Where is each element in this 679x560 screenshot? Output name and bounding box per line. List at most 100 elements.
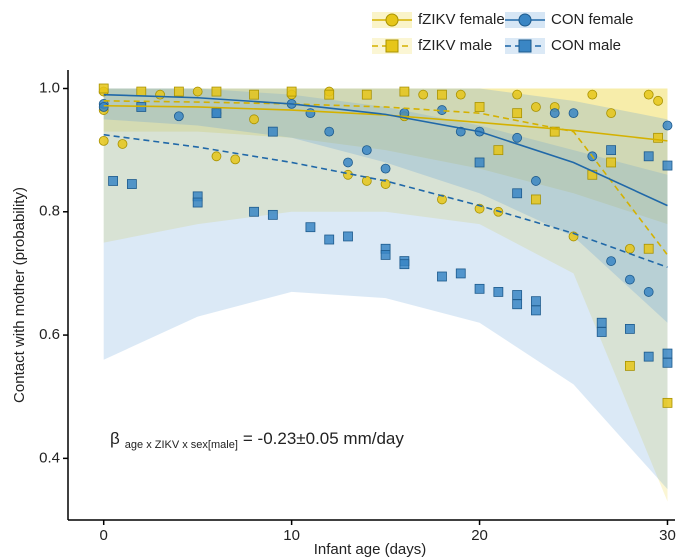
point	[596, 317, 607, 328]
y-tick-label: 0.8	[39, 203, 60, 220]
point	[455, 89, 466, 100]
point	[531, 176, 541, 186]
fit-line	[103, 133, 668, 269]
point	[98, 135, 109, 146]
legend-label: CON female	[551, 11, 634, 28]
point	[624, 360, 635, 371]
point	[512, 89, 523, 100]
point	[643, 243, 654, 254]
point	[474, 157, 485, 168]
point	[249, 206, 259, 217]
point	[493, 287, 504, 297]
point	[606, 157, 617, 168]
legend-label: fZIKV male	[418, 37, 492, 54]
point	[399, 86, 410, 97]
point	[662, 160, 673, 171]
point	[653, 95, 663, 106]
legend-marker	[385, 13, 399, 27]
point	[361, 176, 372, 186]
point	[643, 151, 654, 162]
point	[493, 145, 504, 156]
legend-marker	[518, 13, 532, 27]
point	[662, 120, 673, 131]
point	[108, 176, 119, 186]
point	[596, 327, 607, 337]
point	[606, 108, 617, 119]
point	[587, 89, 598, 100]
point	[662, 397, 673, 408]
y-tick-label: 1.0	[39, 79, 60, 96]
point	[126, 179, 137, 189]
point	[474, 102, 485, 112]
point	[531, 296, 541, 307]
point	[230, 154, 241, 165]
point	[624, 324, 635, 334]
point	[286, 86, 297, 97]
point	[211, 108, 222, 119]
point	[380, 179, 391, 189]
fit-line	[103, 100, 669, 256]
point	[531, 305, 541, 316]
point	[136, 86, 147, 97]
point	[380, 250, 391, 260]
point	[343, 231, 353, 242]
point	[211, 86, 222, 97]
point	[455, 268, 466, 279]
x-tick-label: 20	[471, 527, 488, 544]
legend-marker	[518, 39, 532, 53]
point	[361, 89, 372, 100]
point	[211, 151, 222, 162]
point	[155, 89, 165, 100]
annotation-text: = -0.23±0.05 mm/day	[243, 429, 404, 448]
point	[606, 256, 617, 266]
annotation: β age x ZIKV x sex[male] = -0.23±0.05 mm/d…	[110, 429, 404, 450]
annotation-subscript: age x ZIKV x sex[male]	[125, 439, 238, 451]
fit-line	[103, 93, 668, 207]
point	[267, 126, 278, 137]
legend-marker	[385, 39, 399, 53]
point	[643, 89, 654, 100]
point	[343, 157, 353, 168]
point	[324, 234, 335, 245]
point	[437, 89, 447, 100]
point	[512, 108, 523, 119]
point	[606, 145, 617, 156]
point	[643, 351, 654, 362]
point	[549, 108, 560, 119]
point	[624, 274, 635, 285]
point	[267, 209, 278, 220]
point	[117, 139, 128, 149]
x-tick-label: 10	[283, 527, 300, 544]
confidence-band	[103, 88, 668, 490]
y-axis-label: Contact with mother (probability)	[11, 187, 28, 403]
x-tick-label: 30	[659, 527, 676, 544]
point	[643, 287, 654, 297]
point	[512, 299, 523, 310]
point	[249, 89, 259, 100]
point	[98, 83, 109, 94]
annotation-symbol: β	[110, 429, 120, 448]
point	[512, 132, 523, 143]
legend-label: CON male	[551, 37, 621, 54]
point	[98, 102, 109, 112]
point	[474, 283, 485, 294]
point	[662, 348, 673, 359]
confidence-band	[103, 88, 668, 502]
point	[305, 222, 316, 233]
point	[624, 243, 635, 254]
point	[173, 111, 184, 122]
point	[173, 86, 184, 97]
point	[380, 163, 391, 174]
y-tick-label: 0.4	[39, 449, 60, 466]
x-tick-label: 0	[100, 527, 108, 544]
point	[662, 357, 673, 368]
point	[437, 271, 447, 282]
point	[361, 145, 372, 156]
point	[192, 86, 203, 97]
point	[653, 132, 663, 143]
legend-label: fZIKV female	[418, 11, 505, 28]
point	[324, 89, 335, 100]
point	[531, 102, 541, 112]
point	[192, 197, 203, 208]
